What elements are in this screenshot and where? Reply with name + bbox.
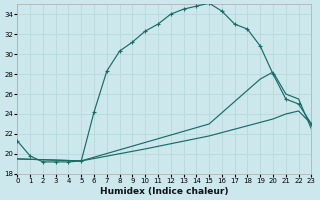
X-axis label: Humidex (Indice chaleur): Humidex (Indice chaleur) xyxy=(100,187,228,196)
